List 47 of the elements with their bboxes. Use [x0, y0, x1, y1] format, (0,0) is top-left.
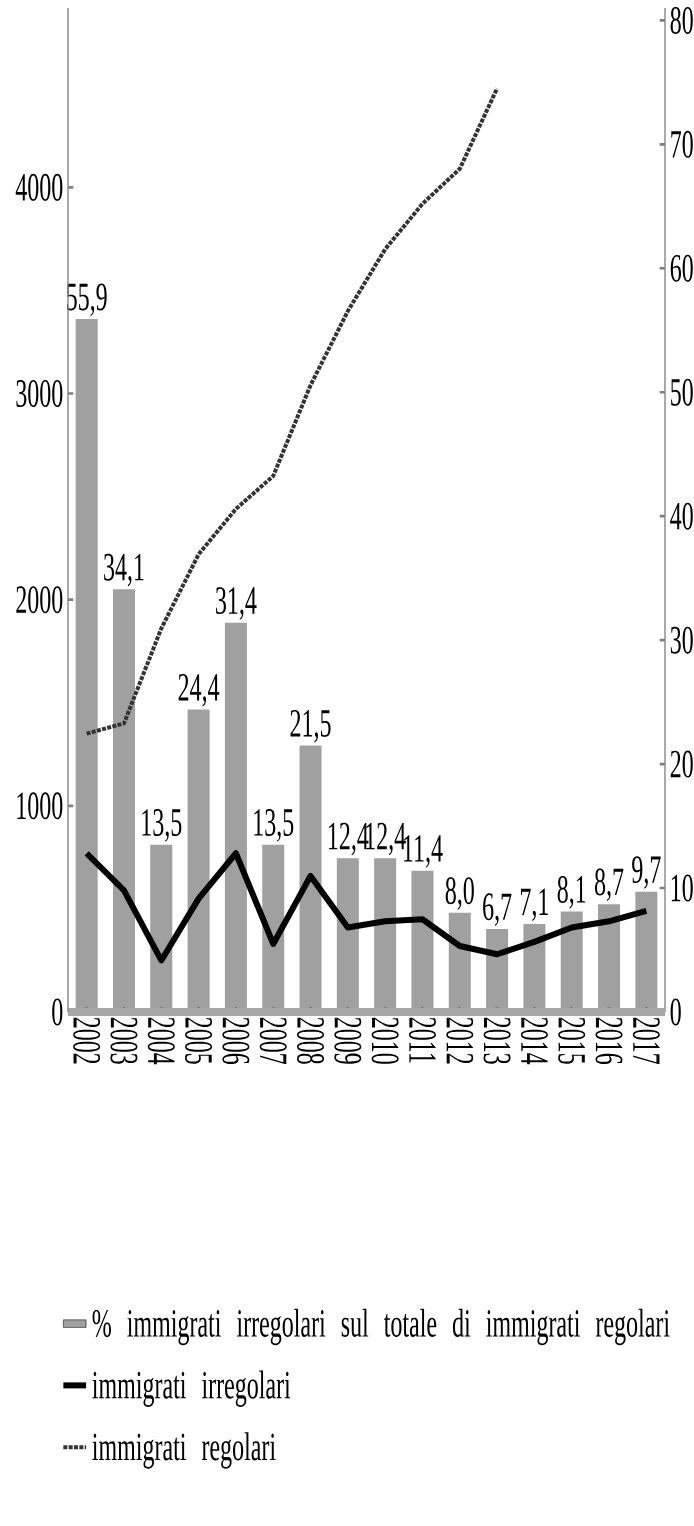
x-tick-label: 2017 — [632, 1017, 660, 1065]
x-tick-label: 2012 — [446, 1017, 474, 1064]
data-label: 9,7 — [632, 856, 661, 889]
y-tick-label: 0 — [52, 998, 63, 1026]
y2-tick-label: 80 — [670, 6, 693, 34]
x-tick-label: 2004 — [147, 1017, 175, 1065]
y2-tick-label: 30 — [670, 626, 693, 654]
data-label: 13,5 — [254, 809, 294, 842]
y-tick-label: 4000 — [15, 173, 63, 201]
data-label: 11,4 — [404, 835, 443, 868]
data-label: 6,7 — [483, 893, 512, 926]
data-label: 21,5 — [290, 709, 331, 743]
data-label: 13,5 — [142, 809, 182, 842]
y-tick-label: 2000 — [16, 586, 63, 614]
y2-tick-label: 10 — [671, 874, 693, 902]
y-tick-label: 3000 — [16, 380, 63, 408]
x-tick-label: 2016 — [595, 1017, 623, 1064]
y2-tick-label: 60 — [670, 254, 693, 282]
y2-tick-label: 40 — [670, 502, 693, 530]
data-label: 24,4 — [178, 673, 220, 707]
data-label: 8,7 — [594, 868, 624, 902]
data-label: 8,0 — [445, 877, 474, 910]
y2-tick-label: 70 — [671, 130, 693, 158]
x-tick-label: 2008 — [297, 1017, 325, 1064]
x-tick-label: 2014 — [520, 1017, 548, 1065]
data-label: 8,1 — [557, 875, 586, 909]
data-label: 7,1 — [521, 888, 548, 922]
x-tick-label: 2006 — [222, 1017, 250, 1064]
data-label: 55,9 — [67, 283, 107, 317]
y2-tick-label: 0 — [670, 998, 681, 1026]
x-tick-label: 2003 — [110, 1017, 138, 1064]
y-tick-label: 1000 — [17, 792, 63, 820]
x-tick-label: 2013 — [483, 1017, 511, 1064]
data-label: 34,1 — [104, 553, 144, 587]
legend-label: immigrati regolari — [92, 1432, 276, 1469]
x-tick-label: 2007 — [259, 1017, 287, 1065]
data-label: 31,4 — [216, 587, 257, 620]
x-tick-label: 2010 — [371, 1017, 399, 1064]
y2-tick-label: 50 — [671, 378, 693, 406]
x-tick-label: 2015 — [558, 1017, 586, 1064]
legend-label: immigrati irregolari — [92, 1370, 291, 1407]
x-tick-label: 2009 — [334, 1017, 362, 1064]
x-tick-label: 2005 — [185, 1017, 213, 1064]
legend-label: % immigrati irregolari sul totale di immigrati regolari — [92, 1308, 670, 1346]
y2-tick-label: 20 — [670, 750, 693, 778]
x-tick-label: 2011 — [408, 1017, 436, 1063]
x-tick-label: 2002 — [73, 1017, 101, 1064]
